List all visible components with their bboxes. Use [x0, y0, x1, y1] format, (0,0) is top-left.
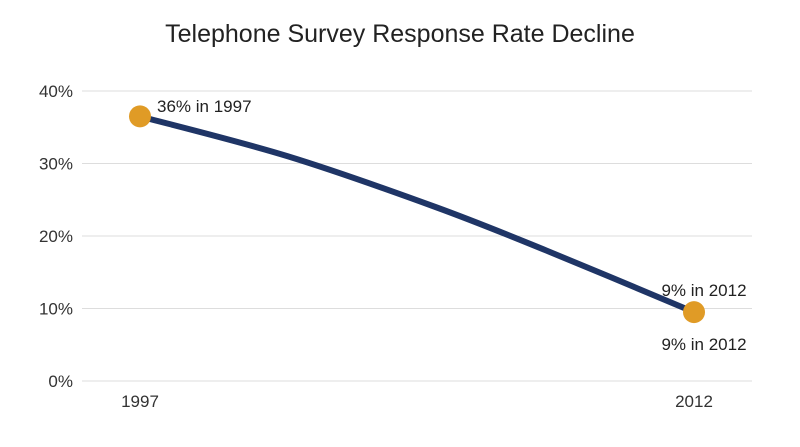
data-point-marker: [683, 301, 705, 324]
data-point-marker: [129, 105, 151, 128]
y-tick-label: 40%: [39, 82, 73, 101]
y-tick-label: 0%: [48, 372, 73, 391]
y-tick-label: 20%: [39, 227, 73, 246]
data-label: 9% in 2012: [661, 281, 746, 300]
data-label: 36% in 1997: [157, 97, 252, 116]
x-axis-ticks: 1997 2012: [121, 392, 713, 411]
x-tick-label: 1997: [121, 392, 159, 411]
grid-lines: [82, 90, 752, 382]
y-axis-ticks: 0% 10% 20% 30% 40%: [39, 82, 73, 391]
series-layer: [137, 113, 697, 316]
x-tick-label: 2012: [675, 392, 713, 411]
y-tick-label: 30%: [39, 155, 73, 174]
data-label: 9% in 2012: [661, 335, 746, 354]
chart-title: Telephone Survey Response Rate Decline: [165, 20, 635, 48]
series-line: [137, 113, 697, 316]
annotation-layer: 36% in 1997 9% in 2012 9% in 2012: [157, 97, 747, 354]
marker-layer: [129, 105, 705, 324]
y-tick-label: 10%: [39, 300, 73, 319]
